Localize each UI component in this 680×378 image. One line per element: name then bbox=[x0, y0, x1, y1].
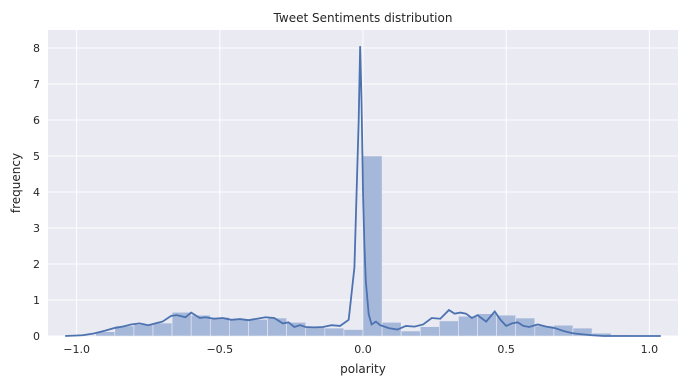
histogram-bar bbox=[572, 327, 593, 337]
histogram-bar bbox=[248, 319, 268, 337]
y-tick-label: 0 bbox=[33, 330, 40, 343]
x-tick-label: 1.0 bbox=[641, 343, 659, 356]
histogram-bar bbox=[305, 327, 326, 337]
histogram-bar bbox=[133, 324, 154, 337]
y-tick-label: 1 bbox=[33, 294, 40, 307]
histogram-bar bbox=[458, 315, 478, 337]
x-axis-ticks: −1.0 −0.5 0.0 0.5 1.0 bbox=[63, 343, 658, 356]
x-tick-label: −1.0 bbox=[63, 343, 90, 356]
histogram-bar bbox=[439, 320, 459, 337]
kde-line bbox=[65, 46, 661, 337]
y-tick-label: 6 bbox=[33, 114, 40, 127]
y-tick-label: 2 bbox=[33, 258, 40, 271]
y-tick-label: 3 bbox=[33, 222, 40, 235]
x-tick-label: −0.5 bbox=[206, 343, 233, 356]
histogram-bar bbox=[229, 318, 249, 337]
histogram-bar bbox=[209, 316, 230, 337]
histogram-bar bbox=[419, 326, 440, 337]
y-tick-label: 4 bbox=[33, 186, 40, 199]
y-axis-ticks: 0 1 2 3 4 5 6 7 8 bbox=[33, 42, 40, 343]
histogram-bar bbox=[286, 322, 307, 337]
histogram-bar bbox=[343, 329, 364, 337]
y-tick-label: 8 bbox=[33, 42, 40, 55]
x-tick-label: 0.5 bbox=[497, 343, 515, 356]
x-axis-label: polarity bbox=[340, 362, 386, 376]
histogram-bar bbox=[362, 155, 383, 337]
histogram-bar bbox=[400, 330, 421, 337]
histogram-bar bbox=[324, 327, 345, 337]
chart-title: Tweet Sentiments distribution bbox=[273, 11, 453, 25]
histogram-bar bbox=[152, 322, 173, 337]
histogram-bars bbox=[76, 155, 650, 337]
x-tick-label: 0.0 bbox=[354, 343, 372, 356]
y-axis-label: frequency bbox=[9, 153, 23, 213]
y-tick-label: 7 bbox=[33, 78, 40, 91]
y-tick-label: 5 bbox=[33, 150, 40, 163]
